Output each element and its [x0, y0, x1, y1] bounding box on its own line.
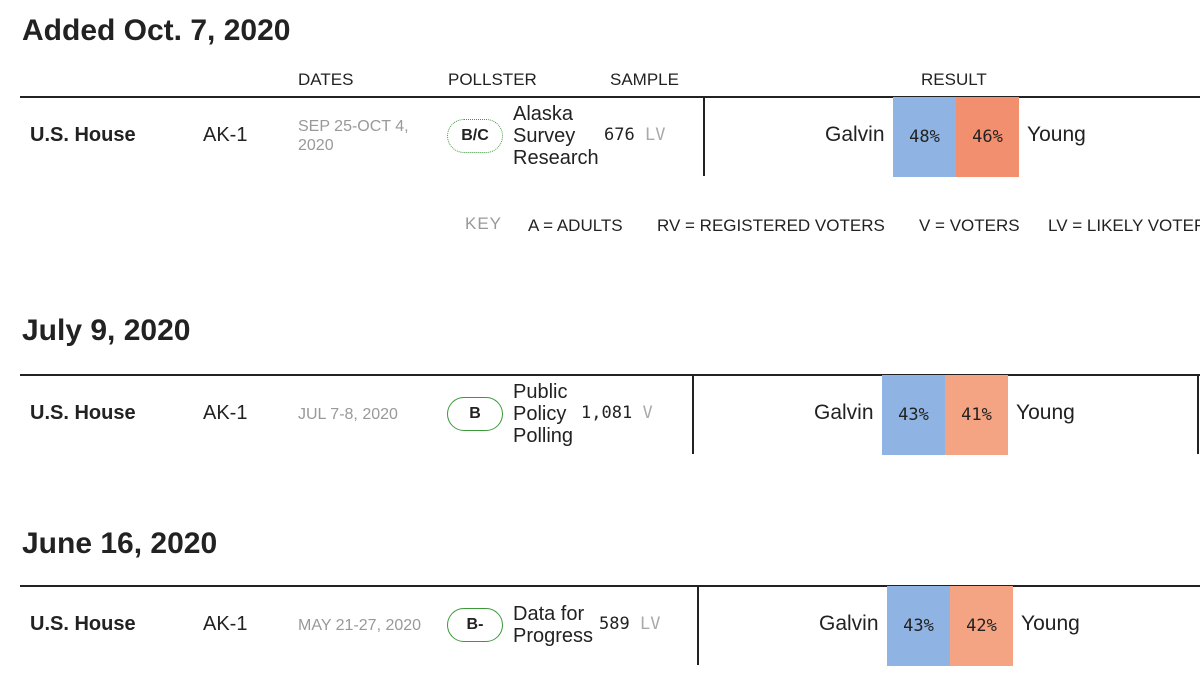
- column-divider: [1197, 374, 1199, 454]
- column-header: SAMPLE: [610, 70, 679, 89]
- result-bar: 43%: [887, 586, 950, 666]
- key-item: A = ADULTS: [528, 216, 623, 235]
- district: AK-1: [203, 402, 248, 424]
- key-item: RV = REGISTERED VOTERS: [657, 216, 885, 235]
- result-bar: 46%: [956, 97, 1019, 177]
- pollster-grade: B/C: [447, 119, 503, 153]
- dates: SEP 25-OCT 4, 2020: [298, 118, 409, 154]
- row-divider: [20, 374, 1200, 376]
- race: U.S. House: [30, 402, 136, 424]
- row-divider: [20, 96, 1200, 98]
- pollster-grade: B: [447, 397, 503, 431]
- population: V: [642, 403, 653, 423]
- result-bar: 43%: [882, 375, 945, 455]
- sample-size: 589 LV: [599, 614, 660, 634]
- sample: 1,081: [581, 403, 633, 423]
- key-label: KEY: [465, 214, 503, 233]
- pollster: Alaska Survey Research: [513, 103, 599, 169]
- column-header: RESULT: [921, 70, 987, 89]
- column-header: DATES: [298, 70, 354, 89]
- sample: 589: [599, 614, 630, 634]
- section-heading: Added Oct. 7, 2020: [22, 14, 291, 47]
- candidate: Galvin: [814, 401, 874, 424]
- section-heading: July 9, 2020: [22, 314, 191, 347]
- column-divider: [697, 585, 699, 665]
- candidate: Young: [1027, 123, 1086, 146]
- pollster: Data for Progress: [513, 603, 594, 647]
- row-divider: [20, 585, 1200, 587]
- column-divider: [703, 96, 705, 176]
- dates: MAY 21-27, 2020: [298, 616, 422, 634]
- column-header: POLLSTER: [448, 70, 537, 89]
- candidate: Galvin: [819, 612, 879, 635]
- sample: 676: [604, 125, 635, 145]
- result-bar: 42%: [950, 586, 1013, 666]
- pollster: Public Policy Polling: [513, 381, 574, 447]
- column-divider: [692, 374, 694, 454]
- result-bar: 48%: [893, 97, 956, 177]
- race: U.S. House: [30, 124, 136, 146]
- district: AK-1: [203, 124, 248, 146]
- dates: JUL 7-8, 2020: [298, 405, 398, 423]
- pollster-grade: B-: [447, 608, 503, 642]
- candidate: Galvin: [825, 123, 885, 146]
- key-item: LV = LIKELY VOTERS: [1048, 216, 1200, 235]
- key-item: V = VOTERS: [919, 216, 1020, 235]
- population: LV: [639, 614, 661, 634]
- population: LV: [644, 125, 666, 145]
- sample-size: 676 LV: [604, 125, 665, 145]
- result-bar: 41%: [945, 375, 1008, 455]
- district: AK-1: [203, 613, 248, 635]
- section-heading: June 16, 2020: [22, 527, 218, 560]
- candidate: Young: [1016, 401, 1075, 424]
- race: U.S. House: [30, 613, 136, 635]
- sample-size: 1,081 V: [581, 403, 653, 423]
- candidate: Young: [1021, 612, 1080, 635]
